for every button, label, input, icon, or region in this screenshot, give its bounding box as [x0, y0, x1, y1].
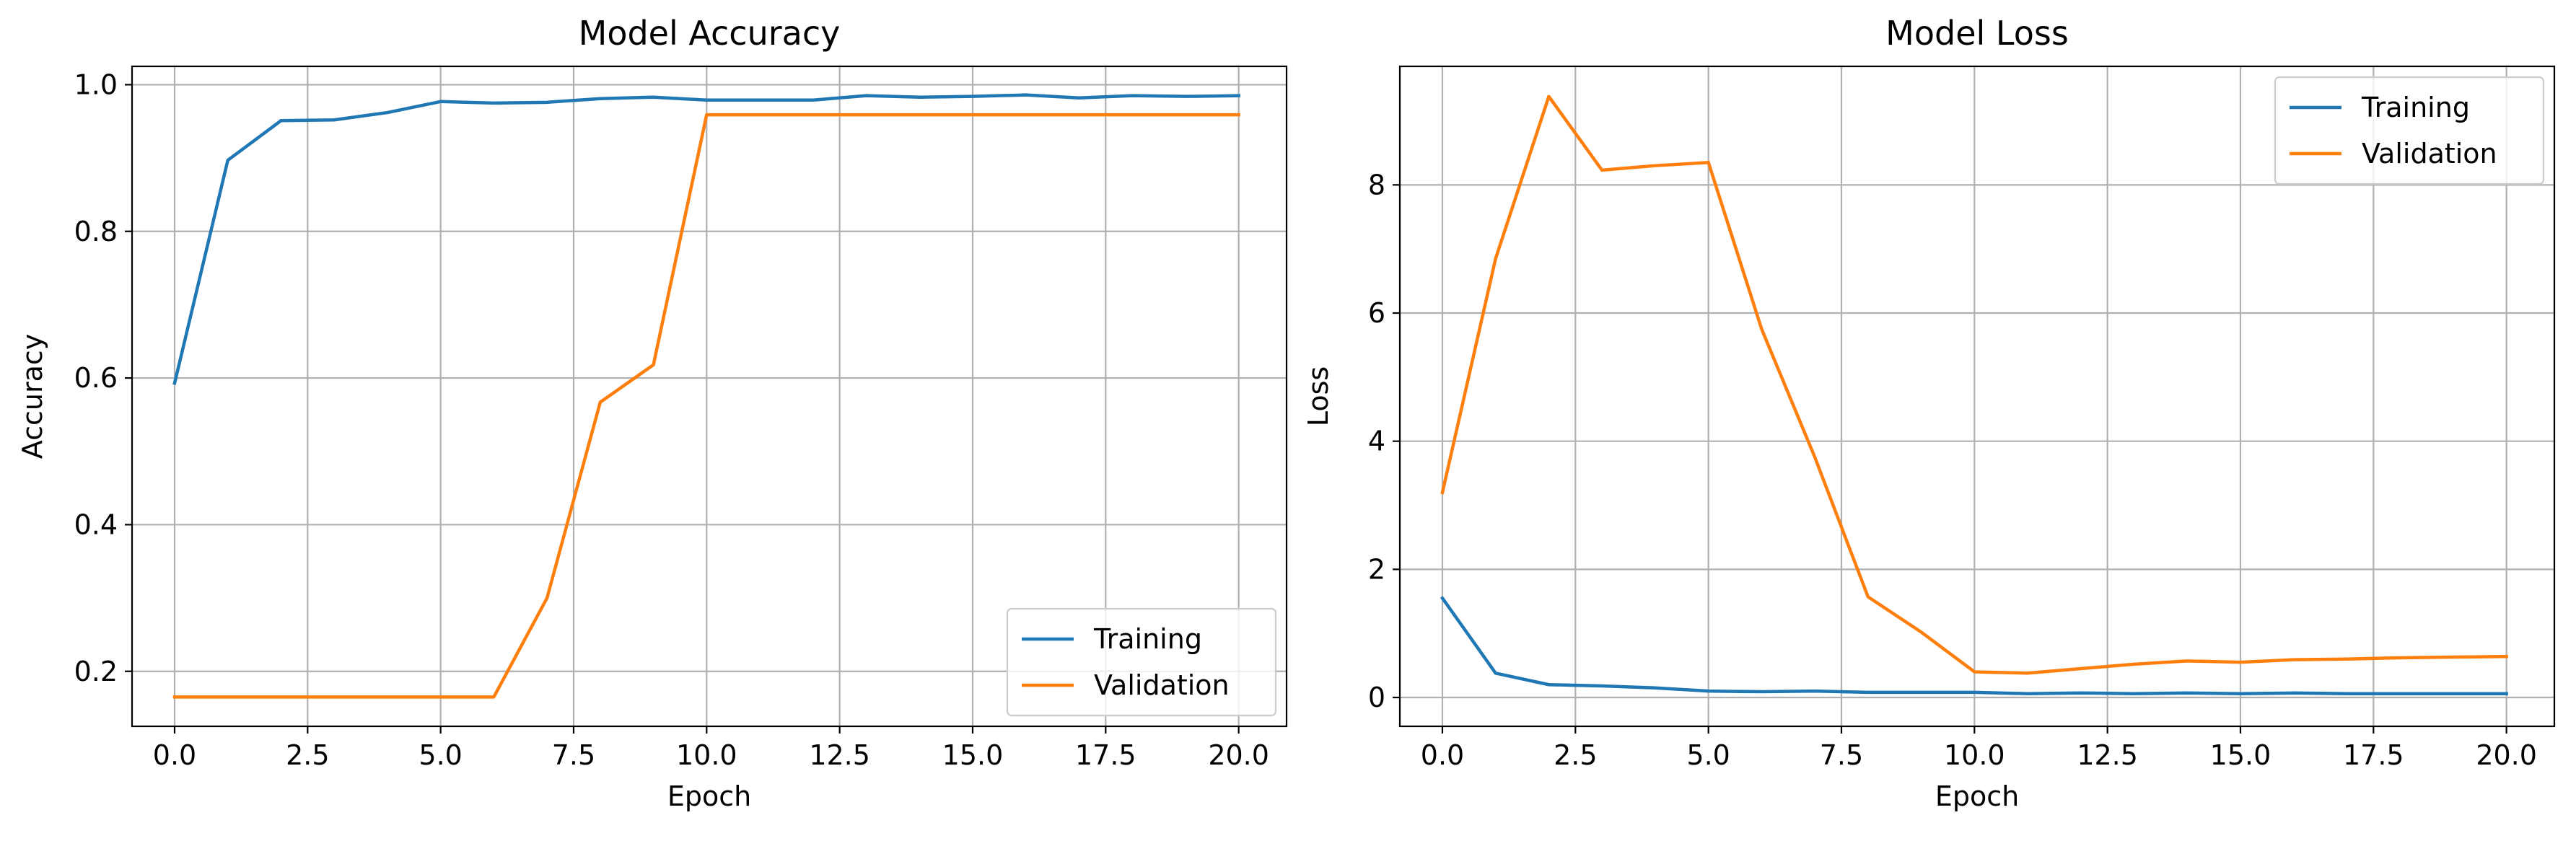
accuracy-y-tick-label: 0.6 [74, 362, 118, 394]
loss-x-tick-label: 2.5 [1554, 739, 1597, 771]
accuracy-x-axis-label: Epoch [667, 780, 751, 812]
loss-x-tick-label: 15.0 [2210, 739, 2271, 771]
loss-x-tick-label: 5.0 [1686, 739, 1730, 771]
accuracy-legend: Training Validation [1006, 607, 1277, 717]
accuracy-y-tick-label: 1.0 [74, 69, 118, 100]
loss-legend-frame [2274, 76, 2545, 185]
accuracy-y-axis-label: Accuracy [17, 334, 48, 459]
accuracy-y-tick-label: 0.2 [74, 656, 118, 687]
accuracy-chart-title: Model Accuracy [579, 14, 841, 53]
loss-validation-line [1440, 94, 2508, 675]
accuracy-x-tick-label: 17.5 [1075, 739, 1136, 771]
accuracy-x-tick-label: 7.5 [552, 739, 595, 771]
accuracy-chart: 0.0 2.5 5.0 7.5 10.0 12.5 15.0 17.5 20.0 0.2 0.4 0.… [17, 14, 1288, 812]
loss-x-tick-label: 0.0 [1421, 739, 1464, 771]
accuracy-x-tick-label: 12.5 [809, 739, 870, 771]
loss-y-tick-label: 0 [1368, 682, 1385, 713]
loss-y-tick-label: 2 [1368, 553, 1385, 585]
accuracy-x-tick-label: 5.0 [419, 739, 462, 771]
loss-legend: Training Validation [2274, 76, 2545, 185]
loss-y-tick-label: 4 [1368, 426, 1385, 457]
loss-x-tick-label: 7.5 [1820, 739, 1863, 771]
loss-legend-label-training: Training [2361, 92, 2470, 123]
loss-y-axis-label: Loss [1302, 366, 1334, 426]
loss-x-axis-label: Epoch [1935, 780, 2019, 812]
loss-y-tick-label: 6 [1368, 297, 1385, 329]
loss-training-line [1440, 596, 2508, 695]
loss-x-tick-label: 10.0 [1944, 739, 2005, 771]
accuracy-legend-label-training: Training [1093, 623, 1202, 655]
accuracy-x-tick-label: 15.0 [942, 739, 1004, 771]
loss-chart-title: Model Loss [1885, 14, 2069, 53]
accuracy-legend-label-validation: Validation [1094, 669, 1230, 701]
loss-x-tick-label: 17.5 [2343, 739, 2404, 771]
accuracy-y-tick-label: 0.8 [74, 216, 118, 247]
accuracy-training-line [172, 93, 1240, 385]
loss-chart: 0.0 2.5 5.0 7.5 10.0 12.5 15.0 17.5 20.0 0 2 4 6 8 Mod… [1302, 14, 2556, 812]
accuracy-x-tick-label: 10.0 [676, 739, 737, 771]
loss-x-tick-label: 20.0 [2476, 739, 2537, 771]
loss-y-tick-label: 8 [1368, 169, 1385, 201]
loss-legend-label-validation: Validation [2362, 138, 2497, 169]
accuracy-x-tick-label: 0.0 [153, 739, 196, 771]
accuracy-validation-line [172, 113, 1240, 699]
loss-x-tick-label: 12.5 [2077, 739, 2138, 771]
accuracy-y-tick-label: 0.4 [74, 508, 118, 540]
loss-axes-frame [1398, 65, 2556, 728]
accuracy-x-tick-label: 2.5 [286, 739, 329, 771]
accuracy-x-tick-label: 20.0 [1208, 739, 1269, 771]
accuracy-legend-frame [1006, 607, 1277, 717]
accuracy-axes-frame [131, 65, 1288, 728]
